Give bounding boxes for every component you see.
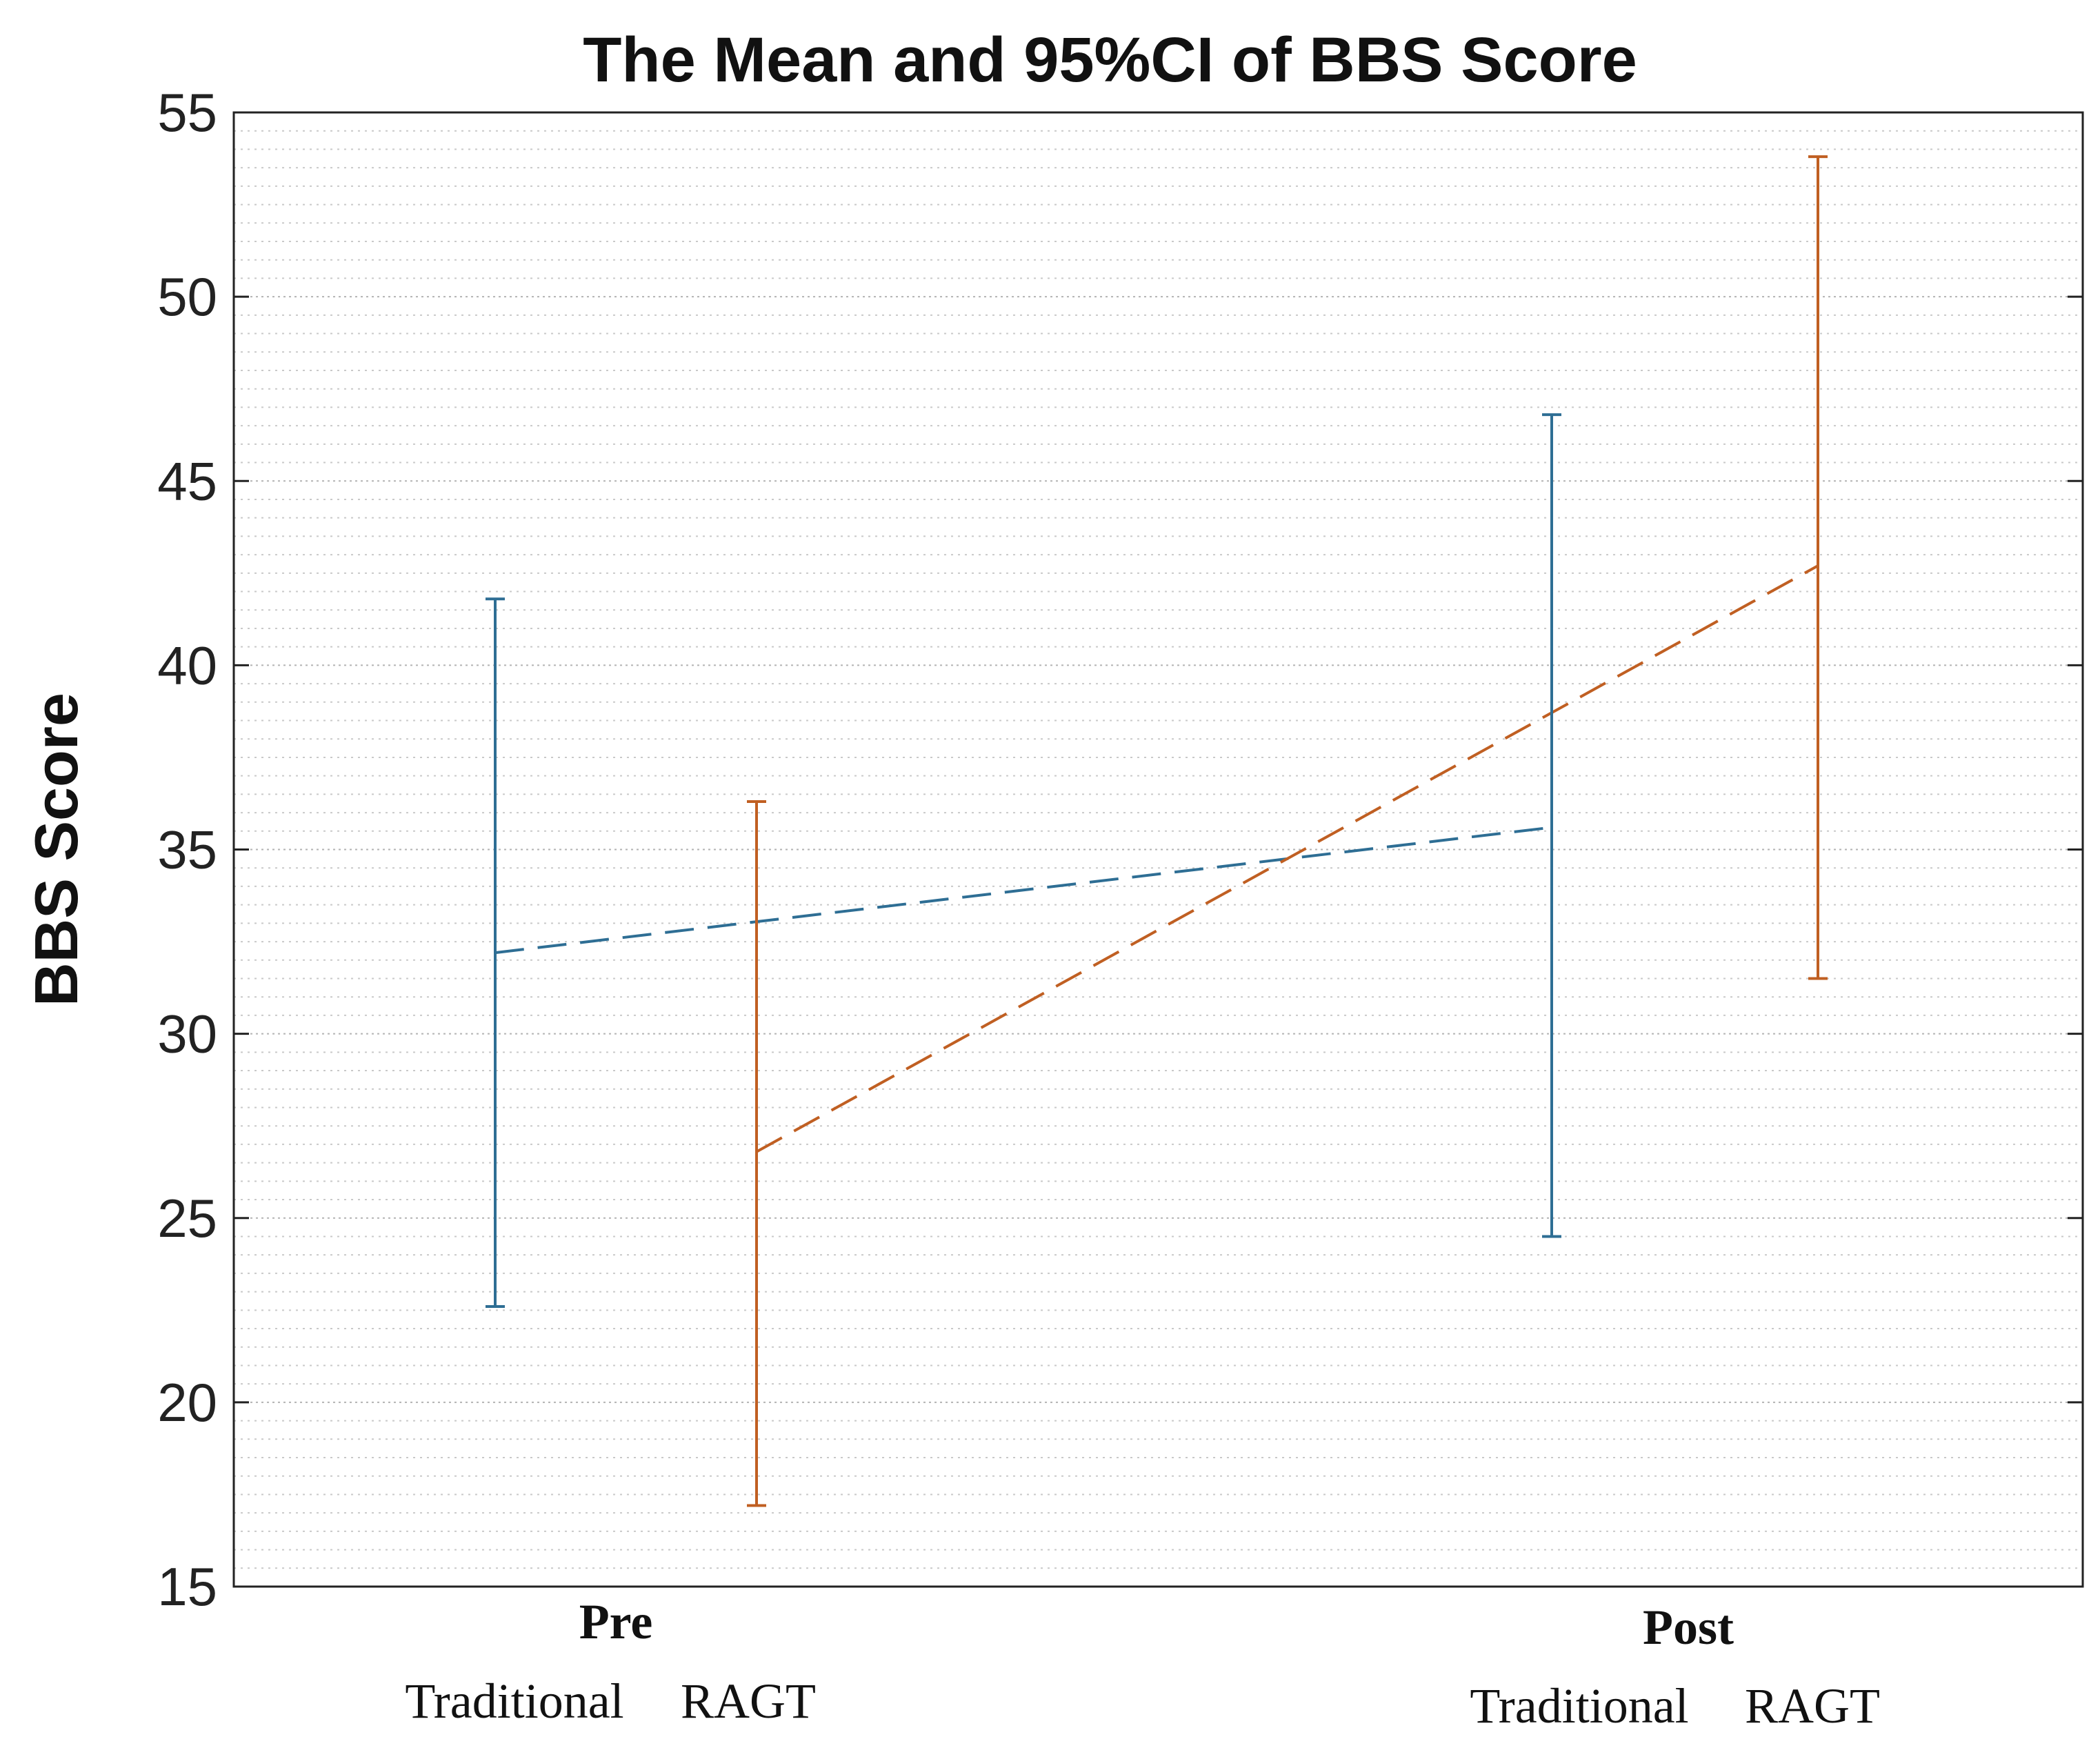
y-tick-label: 40: [157, 635, 217, 695]
y-tick-label: 50: [157, 266, 217, 327]
error-bar-pre-traditional: [486, 597, 505, 1308]
major-grid: [234, 296, 2083, 1403]
error-bar-post-traditional: [1542, 413, 1561, 1238]
sublabel-pre-ragt: RAGT: [681, 1673, 816, 1729]
y-tick-label: 20: [157, 1372, 217, 1433]
minor-grid: [234, 130, 2083, 1569]
y-tick-label: 35: [157, 820, 217, 880]
y-axis: 15 20 25 30 35 40 45 50 55: [157, 82, 2083, 1617]
sublabel-post-traditional: Traditional: [1470, 1678, 1688, 1734]
error-bars: [486, 155, 1828, 1507]
y-tick-label: 45: [157, 450, 217, 511]
error-bar-pre-ragt: [747, 800, 766, 1507]
y-tick-label: 15: [157, 1556, 217, 1617]
mean-lines: [494, 564, 1819, 1153]
mean-line-traditional: [494, 826, 1552, 955]
sublabel-pre-traditional: Traditional: [405, 1673, 623, 1729]
y-tick-label: 55: [157, 82, 217, 143]
error-bar-post-ragt: [1808, 155, 1828, 980]
y-tick-label: 30: [157, 1004, 217, 1064]
sublabel-post-ragt: RAGT: [1745, 1678, 1880, 1734]
group-label-pre: Pre: [579, 1594, 653, 1649]
y-axis-title: BBS Score: [22, 693, 90, 1006]
group-label-post: Post: [1643, 1600, 1734, 1655]
mean-line-ragt: [756, 564, 1819, 1153]
y-tick-label: 25: [157, 1188, 217, 1249]
chart-title: The Mean and 95%CI of BBS Score: [583, 25, 1637, 95]
